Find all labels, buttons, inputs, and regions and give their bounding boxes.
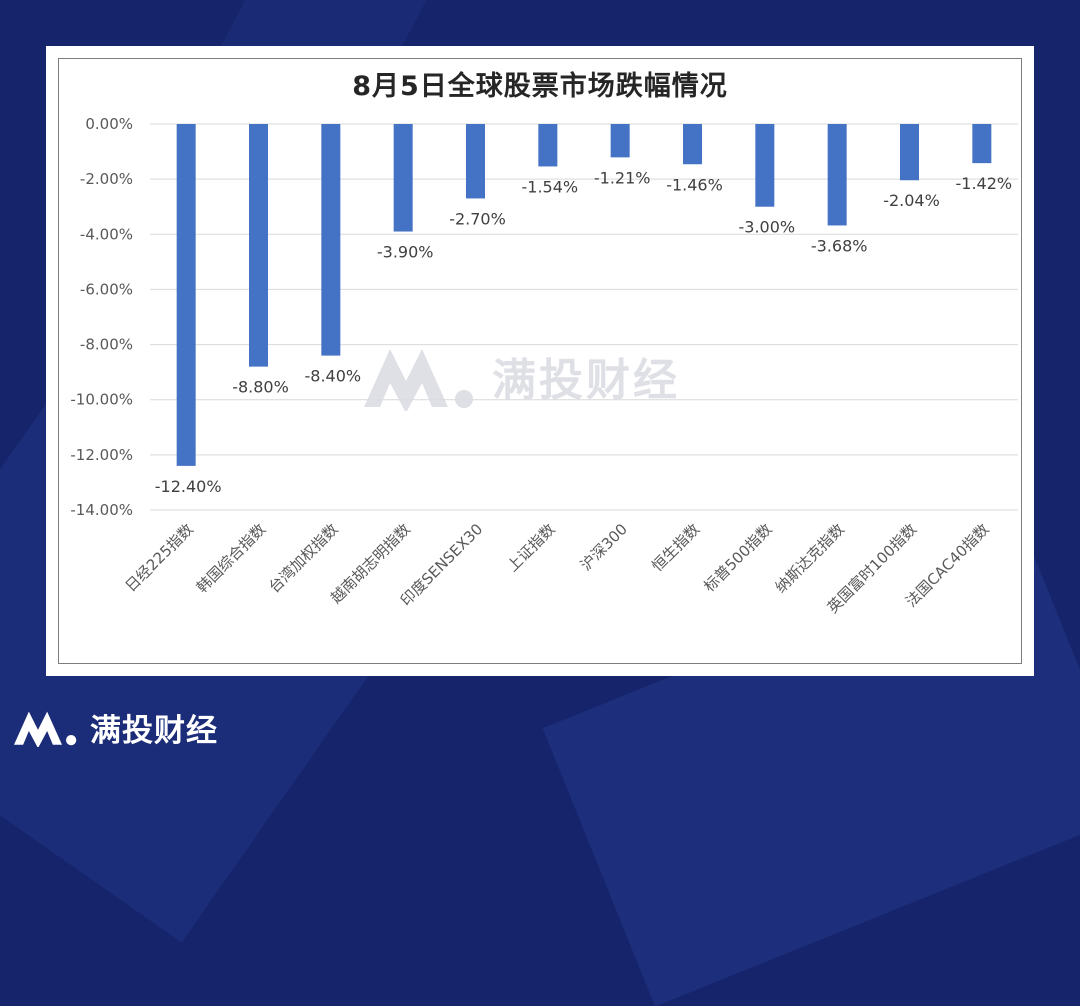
bar — [683, 124, 702, 165]
category-label: 韩国综合指数 — [193, 520, 269, 596]
bar — [176, 124, 196, 466]
data-label: -2.70% — [449, 209, 506, 228]
category-label: 纳斯达克指数 — [772, 520, 848, 596]
bar — [827, 124, 847, 226]
data-label: -1.42% — [956, 174, 1013, 193]
bar — [610, 124, 630, 158]
data-label: -3.90% — [377, 243, 434, 262]
y-tick-label: -4.00% — [80, 225, 133, 243]
category-label: 沪深300 — [577, 520, 631, 574]
data-label: -3.68% — [811, 236, 868, 255]
watermark: 满投财经 — [360, 338, 680, 414]
mountain-m-logo-icon — [14, 711, 77, 747]
watermark-logo-icon — [364, 349, 473, 411]
data-label: -1.21% — [594, 168, 651, 187]
y-tick-label: -6.00% — [80, 280, 133, 298]
watermark-text: 满投财经 — [492, 355, 680, 406]
bar — [755, 124, 775, 207]
bar — [972, 124, 992, 164]
footer-brand: 满投财经 — [10, 704, 218, 750]
chart-frame — [58, 58, 1022, 664]
bar-chart: 0.00% -2.00% -4.00% -6.00% -8.00% -10.00% -12.… — [70, 115, 1018, 617]
data-label: -12.40% — [155, 477, 222, 496]
data-label: -1.54% — [522, 177, 579, 196]
data-label: -3.00% — [739, 218, 796, 237]
bar — [900, 124, 919, 181]
bar — [466, 124, 485, 199]
bar — [393, 124, 413, 232]
data-label: -8.80% — [232, 378, 289, 397]
bar — [249, 124, 268, 367]
chart-title: 8月5日全球股票市场跌幅情况 — [352, 71, 728, 102]
y-tick-label: -8.00% — [80, 336, 133, 354]
bar — [538, 124, 558, 167]
category-label: 日经225指数 — [122, 520, 197, 595]
category-label: 标普500指数 — [700, 520, 775, 595]
y-tick-label: -2.00% — [80, 170, 133, 188]
brand-name: 满投财经 — [90, 712, 218, 749]
data-label: -2.04% — [883, 191, 940, 210]
category-label: 恒生指数 — [648, 520, 703, 575]
category-label: 上证指数 — [503, 520, 558, 575]
y-tick-label: -10.00% — [70, 391, 133, 409]
bar — [321, 124, 341, 356]
y-tick-label: -14.00% — [70, 501, 133, 519]
y-tick-label: 0.00% — [85, 115, 133, 133]
data-label: -8.40% — [305, 367, 362, 386]
category-label: 台湾加权指数 — [265, 520, 341, 596]
data-label: -1.46% — [666, 175, 723, 194]
y-tick-label: -12.00% — [70, 446, 133, 464]
